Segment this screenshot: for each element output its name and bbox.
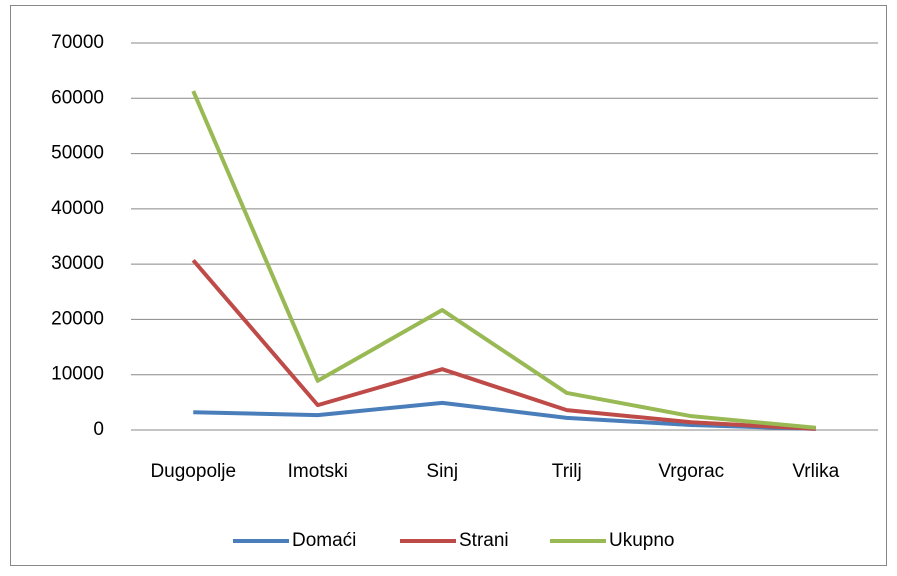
y-tick-label: 40000 <box>51 198 104 219</box>
series-line <box>191 258 816 431</box>
x-tick-label: Sinj <box>426 461 458 482</box>
series-line <box>193 400 816 431</box>
legend-label: Ukupno <box>609 530 675 551</box>
y-tick-label: 30000 <box>51 253 104 274</box>
series-line <box>191 90 816 430</box>
y-tick-label: 50000 <box>51 143 104 164</box>
x-tick-label: Imotski <box>288 461 348 482</box>
x-tick-label: Dugopolje <box>150 461 236 482</box>
chart-border <box>10 5 887 566</box>
x-tick-label: Vrlika <box>792 461 839 482</box>
x-tick-label: Vrgorac <box>658 461 724 482</box>
y-tick-label: 20000 <box>51 308 104 329</box>
x-tick-label: Trilj <box>552 461 582 482</box>
legend-label: Domaći <box>292 530 356 551</box>
y-tick-label: 60000 <box>51 87 104 108</box>
y-tick-label: 10000 <box>51 364 104 385</box>
legend-label: Strani <box>459 530 509 551</box>
y-tick-label: 0 <box>93 419 104 440</box>
y-tick-label: 70000 <box>51 32 104 53</box>
